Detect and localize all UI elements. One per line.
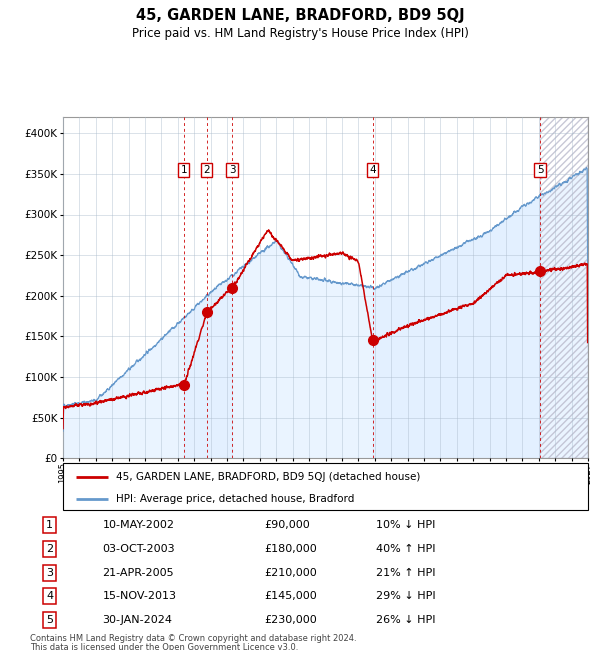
- Text: 26% ↓ HPI: 26% ↓ HPI: [376, 615, 436, 625]
- Text: 40% ↑ HPI: 40% ↑ HPI: [376, 544, 436, 554]
- Text: 1: 1: [181, 165, 187, 175]
- Text: 03-OCT-2003: 03-OCT-2003: [103, 544, 175, 554]
- Text: 10% ↓ HPI: 10% ↓ HPI: [376, 521, 436, 530]
- FancyBboxPatch shape: [63, 463, 588, 510]
- Text: 5: 5: [46, 615, 53, 625]
- Text: £145,000: £145,000: [265, 592, 317, 601]
- Text: Contains HM Land Registry data © Crown copyright and database right 2024.: Contains HM Land Registry data © Crown c…: [30, 634, 356, 644]
- Text: 2: 2: [46, 544, 53, 554]
- Text: 30-JAN-2024: 30-JAN-2024: [103, 615, 173, 625]
- Text: 4: 4: [46, 592, 53, 601]
- Text: 29% ↓ HPI: 29% ↓ HPI: [376, 592, 436, 601]
- Text: 4: 4: [369, 165, 376, 175]
- Text: 21% ↑ HPI: 21% ↑ HPI: [376, 567, 436, 578]
- Text: 2: 2: [203, 165, 210, 175]
- Text: Price paid vs. HM Land Registry's House Price Index (HPI): Price paid vs. HM Land Registry's House …: [131, 27, 469, 40]
- Text: This data is licensed under the Open Government Licence v3.0.: This data is licensed under the Open Gov…: [30, 644, 298, 650]
- Text: 45, GARDEN LANE, BRADFORD, BD9 5QJ: 45, GARDEN LANE, BRADFORD, BD9 5QJ: [136, 8, 464, 23]
- Text: £210,000: £210,000: [265, 567, 317, 578]
- Text: HPI: Average price, detached house, Bradford: HPI: Average price, detached house, Brad…: [115, 493, 354, 504]
- Text: £230,000: £230,000: [265, 615, 317, 625]
- Text: 45, GARDEN LANE, BRADFORD, BD9 5QJ (detached house): 45, GARDEN LANE, BRADFORD, BD9 5QJ (deta…: [115, 471, 420, 482]
- Text: £90,000: £90,000: [265, 521, 310, 530]
- Text: 10-MAY-2002: 10-MAY-2002: [103, 521, 175, 530]
- Text: 3: 3: [229, 165, 235, 175]
- Text: 21-APR-2005: 21-APR-2005: [103, 567, 174, 578]
- Text: 15-NOV-2013: 15-NOV-2013: [103, 592, 176, 601]
- Text: 3: 3: [46, 567, 53, 578]
- Text: 1: 1: [46, 521, 53, 530]
- Text: 5: 5: [537, 165, 544, 175]
- Text: £180,000: £180,000: [265, 544, 317, 554]
